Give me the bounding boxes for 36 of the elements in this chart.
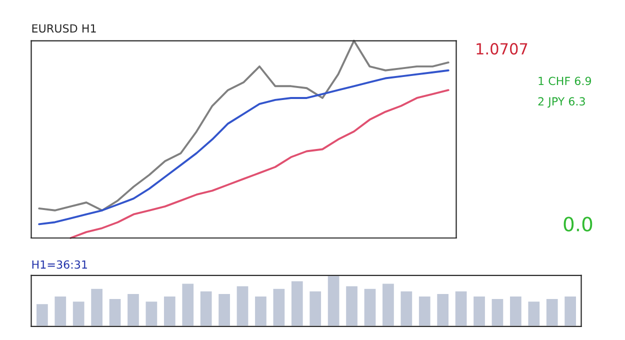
bar [254, 295, 268, 326]
bar [490, 298, 505, 326]
bar [472, 295, 486, 326]
bar [418, 295, 432, 326]
bar [454, 290, 468, 326]
bar [126, 292, 140, 326]
bar [326, 275, 341, 326]
text: 0.0 [564, 216, 592, 232]
chart-title: EURUSD H1 [32, 24, 96, 33]
bar [144, 300, 159, 326]
text: 2 JPY 6.3 [538, 97, 585, 108]
bar [35, 302, 50, 326]
bar [290, 280, 304, 326]
bar [272, 287, 286, 326]
bar [162, 295, 177, 326]
bar [199, 290, 214, 326]
bar [108, 298, 122, 326]
bar [217, 292, 232, 326]
bar [563, 295, 578, 326]
bar [545, 298, 560, 326]
bar [90, 287, 104, 326]
text: 1.0707 [476, 43, 528, 55]
bar [344, 284, 359, 326]
text: H1=36:31 [32, 260, 87, 269]
bar [508, 295, 523, 326]
bar [72, 300, 86, 326]
bar [436, 292, 450, 326]
bar [399, 290, 414, 326]
bar [235, 284, 250, 326]
bar [180, 282, 195, 326]
bar [308, 290, 322, 326]
text: 1 CHF 6.9 [538, 76, 592, 86]
bar [362, 287, 378, 326]
bar [526, 300, 541, 326]
bar [381, 282, 396, 326]
bar [53, 295, 68, 326]
